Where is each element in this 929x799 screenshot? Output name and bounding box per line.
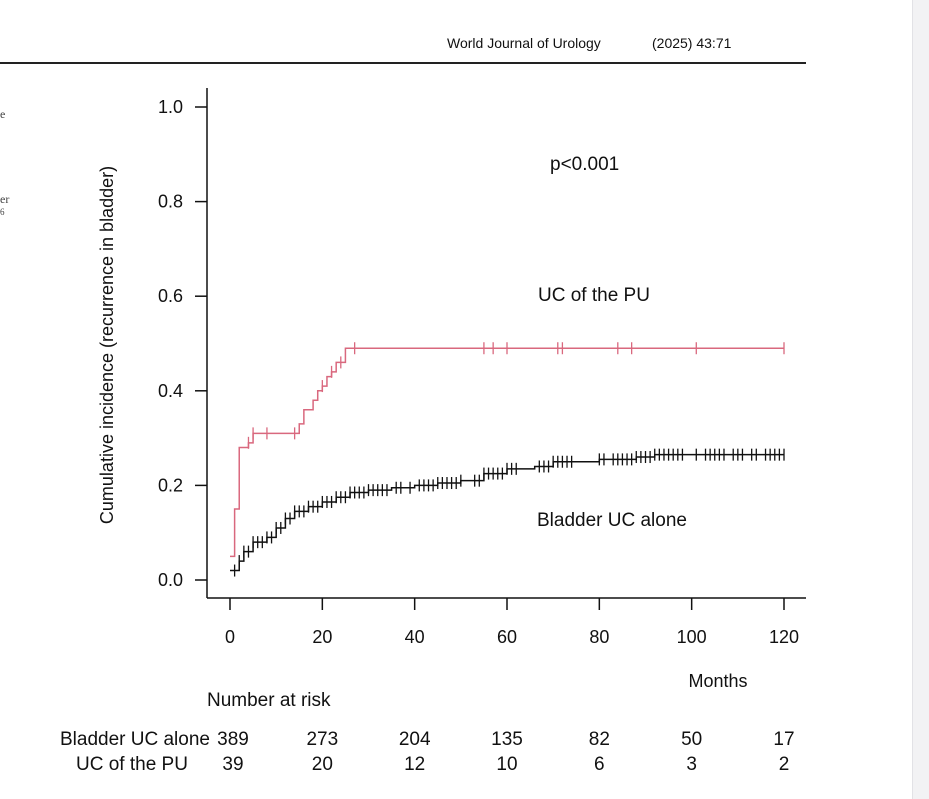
series-label-bladder: Bladder UC alone bbox=[537, 510, 687, 531]
x-axis-title: Months bbox=[688, 671, 747, 691]
risk-value: 50 bbox=[681, 729, 702, 750]
y-tick-label: 0.4 bbox=[158, 381, 183, 401]
y-tick-label: 0.8 bbox=[158, 192, 183, 212]
x-tick-label: 40 bbox=[405, 627, 425, 647]
risk-value: 39 bbox=[222, 754, 243, 775]
risk-value: 273 bbox=[306, 729, 338, 750]
series-line-pu bbox=[230, 347, 784, 558]
cumulative-incidence-chart: 0.0 0.2 0.4 0.6 0.8 1.0 0 20 40 60 80 100 120 p<0.00… bbox=[60, 88, 806, 775]
y-tick-label: 0.0 bbox=[158, 570, 183, 590]
risk-value: 6 bbox=[594, 754, 605, 775]
x-tick-label: 60 bbox=[497, 627, 517, 647]
risk-value: 135 bbox=[491, 729, 523, 750]
side-text-fragment: e bbox=[0, 107, 6, 121]
side-text-fragment: 6 bbox=[0, 207, 5, 217]
risk-value: 204 bbox=[399, 729, 431, 750]
x-tick-label: 0 bbox=[225, 627, 235, 647]
journal-citation: (2025) 43:71 bbox=[652, 35, 732, 51]
risk-table: Bladder UC alone 389 273 204 135 82 50 17 UC of … bbox=[60, 729, 795, 775]
chart-series bbox=[230, 342, 785, 577]
y-tick-label: 0.2 bbox=[158, 475, 183, 495]
x-tick-label: 80 bbox=[589, 627, 609, 647]
risk-value: 17 bbox=[773, 729, 794, 750]
side-text-fragment: er bbox=[0, 192, 10, 206]
risk-value: 20 bbox=[312, 754, 333, 775]
risk-value: 10 bbox=[496, 754, 517, 775]
risk-value: 389 bbox=[217, 729, 249, 750]
chart-axes: 0.0 0.2 0.4 0.6 0.8 1.0 0 20 40 60 80 100 120 bbox=[158, 88, 806, 647]
x-tick-label: 100 bbox=[677, 627, 707, 647]
vertical-scrollbar[interactable] bbox=[912, 0, 929, 799]
risk-value: 3 bbox=[686, 754, 697, 775]
risk-table-title: Number at risk bbox=[207, 690, 331, 711]
risk-value: 2 bbox=[779, 754, 790, 775]
y-axis-title: Cumulative incidence (recurrence in blad… bbox=[97, 166, 117, 524]
x-tick-label: 20 bbox=[312, 627, 332, 647]
y-tick-label: 0.6 bbox=[158, 286, 183, 306]
risk-row-label: Bladder UC alone bbox=[60, 729, 210, 750]
y-tick-label: 1.0 bbox=[158, 97, 183, 117]
journal-name: World Journal of Urology bbox=[447, 35, 601, 51]
p-value-annotation: p<0.001 bbox=[550, 154, 619, 175]
risk-row-label: UC of the PU bbox=[76, 754, 188, 775]
risk-value: 82 bbox=[589, 729, 610, 750]
x-tick-label: 120 bbox=[769, 627, 799, 647]
page-header: World Journal of Urology (2025) 43:71 bbox=[0, 0, 806, 64]
series-label-pu: UC of the PU bbox=[538, 285, 650, 306]
risk-value: 12 bbox=[404, 754, 425, 775]
